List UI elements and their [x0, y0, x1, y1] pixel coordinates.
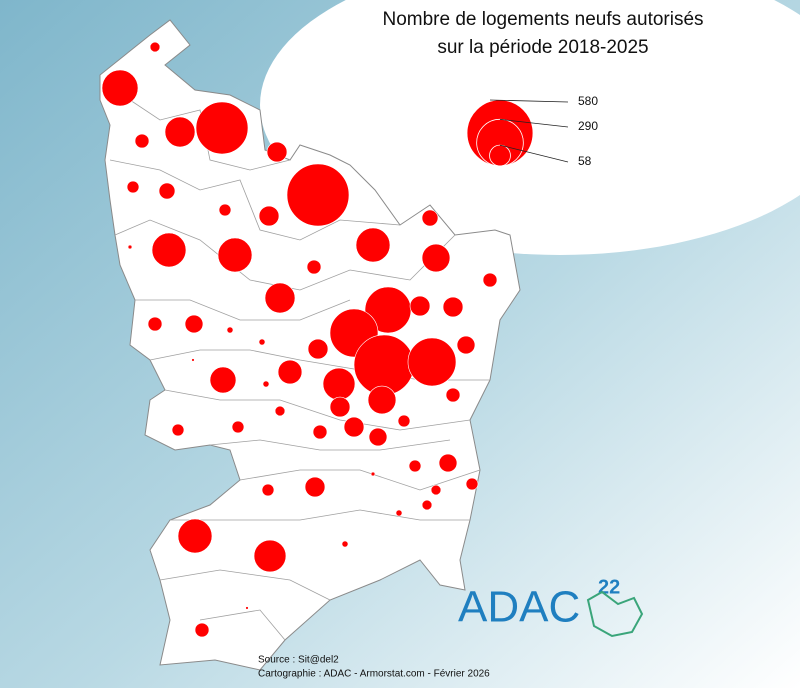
legend-label: 58	[578, 154, 592, 168]
commune-circle	[191, 358, 195, 362]
commune-circle	[274, 405, 286, 417]
credit: Cartographie : ADAC - Armorstat.com - Fé…	[258, 669, 490, 680]
commune-circle	[438, 453, 458, 473]
commune-circle	[258, 205, 280, 227]
commune-circle	[430, 484, 442, 496]
commune-circle	[245, 606, 249, 610]
commune-circle	[306, 259, 322, 275]
commune-circle	[258, 338, 266, 346]
commune-circle	[421, 209, 439, 227]
commune-circle	[277, 359, 303, 385]
commune-circle	[231, 420, 245, 434]
commune-circle	[322, 367, 356, 401]
commune-circle	[409, 295, 431, 317]
commune-circle	[127, 244, 133, 250]
title-line: sur la période 2018-2025	[437, 37, 648, 58]
commune-circle	[304, 476, 326, 498]
commune-circle	[397, 414, 411, 428]
commune-circle	[312, 424, 328, 440]
commune-circle	[355, 227, 391, 263]
commune-circle	[101, 69, 139, 107]
commune-circle	[126, 180, 140, 194]
commune-circle	[368, 427, 388, 447]
source: Source : Sit@del2	[258, 655, 339, 666]
commune-circle	[261, 483, 275, 497]
commune-circle	[177, 518, 213, 554]
commune-circle	[171, 423, 185, 437]
commune-circle	[442, 296, 464, 318]
commune-circle	[482, 272, 498, 288]
commune-circle	[151, 232, 187, 268]
legend-label: 580	[578, 94, 598, 108]
commune-circle	[421, 499, 433, 511]
commune-circle	[262, 380, 270, 388]
commune-circle	[209, 366, 237, 394]
legend-leader	[499, 118, 569, 128]
commune-circle	[329, 396, 351, 418]
commune-circle	[408, 459, 422, 473]
commune-circle	[184, 314, 204, 334]
commune-circle	[218, 203, 232, 217]
commune-circle	[266, 141, 288, 163]
commune-circle	[456, 335, 476, 355]
commune-circle	[465, 477, 479, 491]
logo: ADAC 22	[458, 576, 644, 638]
commune-circle	[194, 622, 210, 638]
commune-circle	[164, 116, 196, 148]
legend-leader	[499, 144, 569, 163]
legend-label: 290	[578, 119, 598, 133]
logo-shape	[586, 590, 644, 638]
commune-circle	[253, 539, 287, 573]
commune-circle	[445, 387, 461, 403]
logo-name: ADAC	[458, 583, 580, 632]
commune-circle	[286, 163, 350, 227]
commune-circle	[217, 237, 253, 273]
commune-circle	[367, 385, 397, 415]
commune-circle	[195, 101, 249, 155]
commune-circle	[341, 540, 349, 548]
legend-circle	[466, 99, 534, 167]
commune-circle	[370, 471, 376, 477]
commune-circle	[343, 416, 365, 438]
commune-circle	[264, 282, 296, 314]
commune-circle	[134, 133, 150, 149]
commune-circle	[149, 41, 161, 53]
commune-circle	[158, 182, 176, 200]
title-line: Nombre de logements neufs autorisés	[382, 9, 703, 30]
commune-circle	[147, 316, 163, 332]
legend-leader	[489, 99, 569, 103]
commune-circle	[307, 338, 329, 360]
logo-number: 22	[598, 576, 620, 598]
commune-circle	[421, 243, 451, 273]
commune-circle	[395, 509, 403, 517]
commune-circle	[226, 326, 234, 334]
commune-circle	[407, 337, 457, 387]
